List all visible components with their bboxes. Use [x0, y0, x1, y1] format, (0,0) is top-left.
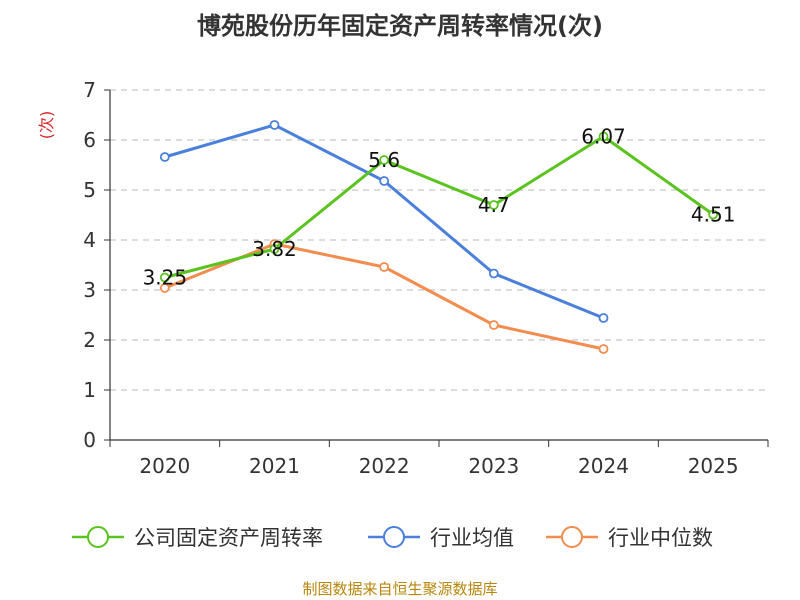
grid [110, 89, 768, 391]
legend-item-1[interactable]: 行业均值 [368, 526, 514, 550]
series-layer [159, 120, 719, 354]
data-point[interactable] [708, 209, 719, 220]
y-tick-label: 7 [83, 78, 96, 102]
source-note: 制图数据来自恒生聚源数据库 [302, 580, 497, 598]
data-point[interactable] [598, 131, 609, 142]
series-2 [159, 239, 609, 354]
data-point[interactable] [269, 120, 280, 130]
data-point[interactable] [598, 313, 609, 323]
y-axis-label: (次) [37, 111, 56, 140]
data-label: 3.25 [143, 266, 188, 290]
series-0 [159, 131, 719, 283]
y-tick-label: 4 [83, 228, 96, 252]
data-point[interactable] [488, 200, 499, 210]
series-1 [159, 120, 609, 323]
y-tick-label: 5 [83, 178, 96, 202]
x-tick-label: 2021 [249, 454, 300, 478]
data-label: 5.6 [368, 148, 400, 172]
data-point[interactable] [269, 244, 280, 254]
series-line [163, 135, 715, 279]
data-label: 6.07 [581, 125, 626, 149]
data-point[interactable] [598, 344, 609, 354]
axes: 0 1 2 3 4 5 6 7 2020 2021 2022 2023 2024 2025 [83, 78, 769, 478]
data-point[interactable] [488, 268, 499, 279]
data-label: 4.7 [478, 193, 510, 217]
data-point[interactable] [379, 262, 390, 272]
data-point[interactable] [488, 320, 499, 330]
data-point[interactable] [159, 152, 170, 162]
data-point[interactable] [379, 155, 390, 165]
x-tick-label: 2025 [688, 454, 739, 478]
x-tick-label: 2020 [139, 454, 190, 478]
data-point[interactable] [159, 283, 170, 293]
data-label: 4.51 [691, 203, 736, 227]
y-tick-label: 3 [83, 278, 96, 302]
y-tick-label: 1 [83, 378, 96, 402]
legend-marker [87, 526, 109, 548]
legend-item-0[interactable]: 公司固定资产周转率 [72, 526, 323, 550]
legend-marker [383, 526, 405, 548]
legend[interactable]: 公司固定资产周转率 行业均值 行业中位数 [72, 526, 713, 550]
y-tick-label: 6 [83, 128, 96, 152]
data-label: 3.82 [252, 237, 297, 261]
x-tick-label: 2023 [468, 454, 519, 478]
data-labels: 3.25 3.82 5.6 4.7 6.07 4.51 [143, 125, 736, 290]
data-point[interactable] [159, 272, 170, 283]
data-point[interactable] [379, 176, 390, 186]
x-tick-label: 2022 [359, 454, 410, 478]
legend-label: 行业均值 [430, 526, 514, 550]
x-tick-label: 2024 [578, 454, 629, 478]
legend-label: 行业中位数 [608, 526, 713, 550]
legend-label: 公司固定资产周转率 [134, 526, 323, 550]
y-tick-label: 0 [83, 428, 96, 452]
chart-title: 博苑股份历年固定资产周转率情况(次) [197, 12, 603, 40]
legend-item-2[interactable]: 行业中位数 [546, 526, 713, 550]
legend-marker [561, 526, 583, 548]
y-tick-label: 2 [83, 328, 96, 352]
